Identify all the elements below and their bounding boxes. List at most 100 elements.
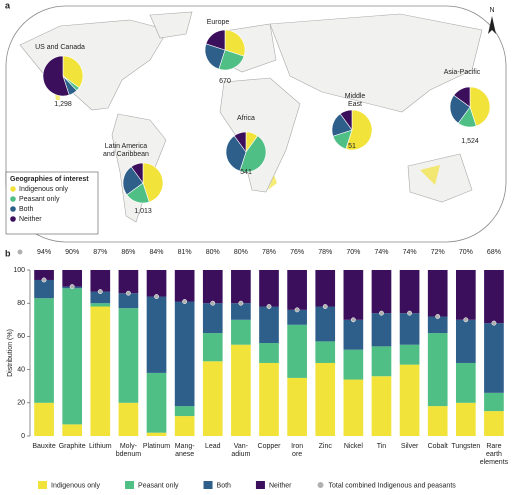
bar-segment <box>371 346 392 377</box>
bar-segment <box>174 406 195 417</box>
legend-label: Total combined Indigenous and peasants <box>329 482 457 489</box>
bar-segment <box>90 306 111 436</box>
x-tick-label: Rare earth elements <box>480 443 509 466</box>
bar-segment <box>259 343 279 363</box>
pie-title: US and Canada <box>35 44 85 51</box>
bar-segment <box>427 333 448 407</box>
pie-wedge <box>130 162 144 184</box>
bar-segment <box>484 392 504 412</box>
bar-segment <box>455 319 476 363</box>
total-marker <box>182 299 188 304</box>
bar-segment <box>427 406 448 436</box>
pie-wedge <box>449 94 471 124</box>
legend-label: Indigenous only <box>19 186 69 193</box>
x-tick-label: Graphite <box>59 443 86 450</box>
total-marker <box>210 300 216 306</box>
pie-wedge <box>205 29 226 51</box>
bar-segment <box>343 349 364 380</box>
bar-segment <box>484 270 504 324</box>
bar-segment <box>259 306 279 344</box>
total-label: 84% <box>150 249 164 256</box>
pie-count: 1,298 <box>54 101 72 108</box>
legend-label: Peasant only <box>138 482 179 489</box>
bar-segment <box>484 411 504 436</box>
pie-wedge <box>339 109 353 131</box>
bar-segment <box>202 361 223 436</box>
compass-label: N <box>489 7 494 14</box>
bar-segment <box>399 344 420 365</box>
pie-wedge <box>42 55 70 97</box>
pie-wedge <box>218 49 245 71</box>
bar-segment <box>62 288 83 425</box>
legend-swatch <box>10 206 16 212</box>
bar-segment <box>34 279 54 299</box>
y-tick-label: 0 <box>21 433 25 440</box>
bar-segment <box>118 270 139 294</box>
bar-segment <box>427 316 448 334</box>
bar-segment <box>231 303 251 320</box>
pie-title: Europe <box>207 19 230 26</box>
pie-wedge <box>469 86 491 127</box>
bar-segment <box>146 296 167 373</box>
total-label: 78% <box>262 249 276 256</box>
x-tick-label: Cobalt <box>428 443 448 450</box>
x-tick-label: Silver <box>401 443 419 450</box>
total-label: 87% <box>93 249 107 256</box>
bar-segment <box>202 270 223 304</box>
bar-segment <box>174 301 195 407</box>
bar-segment <box>146 432 167 436</box>
bar-segment <box>118 308 139 403</box>
x-tick-label: Nickel <box>344 443 364 450</box>
total-marker <box>97 289 103 295</box>
bar-segment <box>427 270 448 317</box>
bar-segment <box>287 377 307 436</box>
pie-count: 1,013 <box>134 208 152 215</box>
x-tick-label: Platinum <box>143 443 170 450</box>
total-marker <box>350 317 356 323</box>
total-marker <box>407 310 413 316</box>
bar-segment <box>455 402 476 436</box>
bar-segment <box>259 270 279 307</box>
legend-label: Both <box>19 206 34 213</box>
pie-wedge <box>345 109 373 151</box>
pie-count: 670 <box>219 78 231 85</box>
legend-label: Both <box>217 482 232 489</box>
pie-count: 51 <box>348 143 356 150</box>
bar-segment <box>315 306 336 342</box>
total-marker <box>266 304 272 309</box>
bar-segment <box>455 270 476 320</box>
bar-segment <box>287 270 307 310</box>
map-legend <box>5 171 99 235</box>
y-tick-label: 60 <box>17 333 25 340</box>
total-marker <box>238 300 244 306</box>
legend-label: Neither <box>269 482 292 489</box>
total-marker <box>294 307 300 313</box>
pie-count: 541 <box>240 169 252 176</box>
y-tick-label: 20 <box>17 400 25 407</box>
y-axis-title: Distribution (%) <box>7 329 14 377</box>
total-label: 86% <box>121 249 135 256</box>
total-marker <box>435 314 441 319</box>
bar-segment <box>371 270 392 314</box>
y-tick-label: 80 <box>17 300 25 307</box>
x-tick-label: Lithium <box>89 443 112 450</box>
total-marker <box>322 304 328 309</box>
total-marker <box>463 317 469 323</box>
y-tick-label: 100 <box>13 267 25 274</box>
bar-segment <box>287 324 307 378</box>
legend-swatch <box>125 481 135 489</box>
x-tick-label: Moly-bdenum <box>116 443 141 458</box>
total-label: 80% <box>206 249 220 256</box>
total-label: 72% <box>431 249 445 256</box>
legend-swatch <box>255 481 265 489</box>
y-tick-label: 40 <box>17 366 25 373</box>
total-marker <box>379 310 384 316</box>
bar-segment <box>34 270 54 280</box>
bar-segment <box>202 333 223 362</box>
total-label: 94% <box>37 249 51 256</box>
bar-segment <box>259 362 279 436</box>
bar-segment <box>231 344 251 436</box>
pie-title: Middle East <box>345 93 366 108</box>
legend-label: Peasant only <box>19 196 60 203</box>
